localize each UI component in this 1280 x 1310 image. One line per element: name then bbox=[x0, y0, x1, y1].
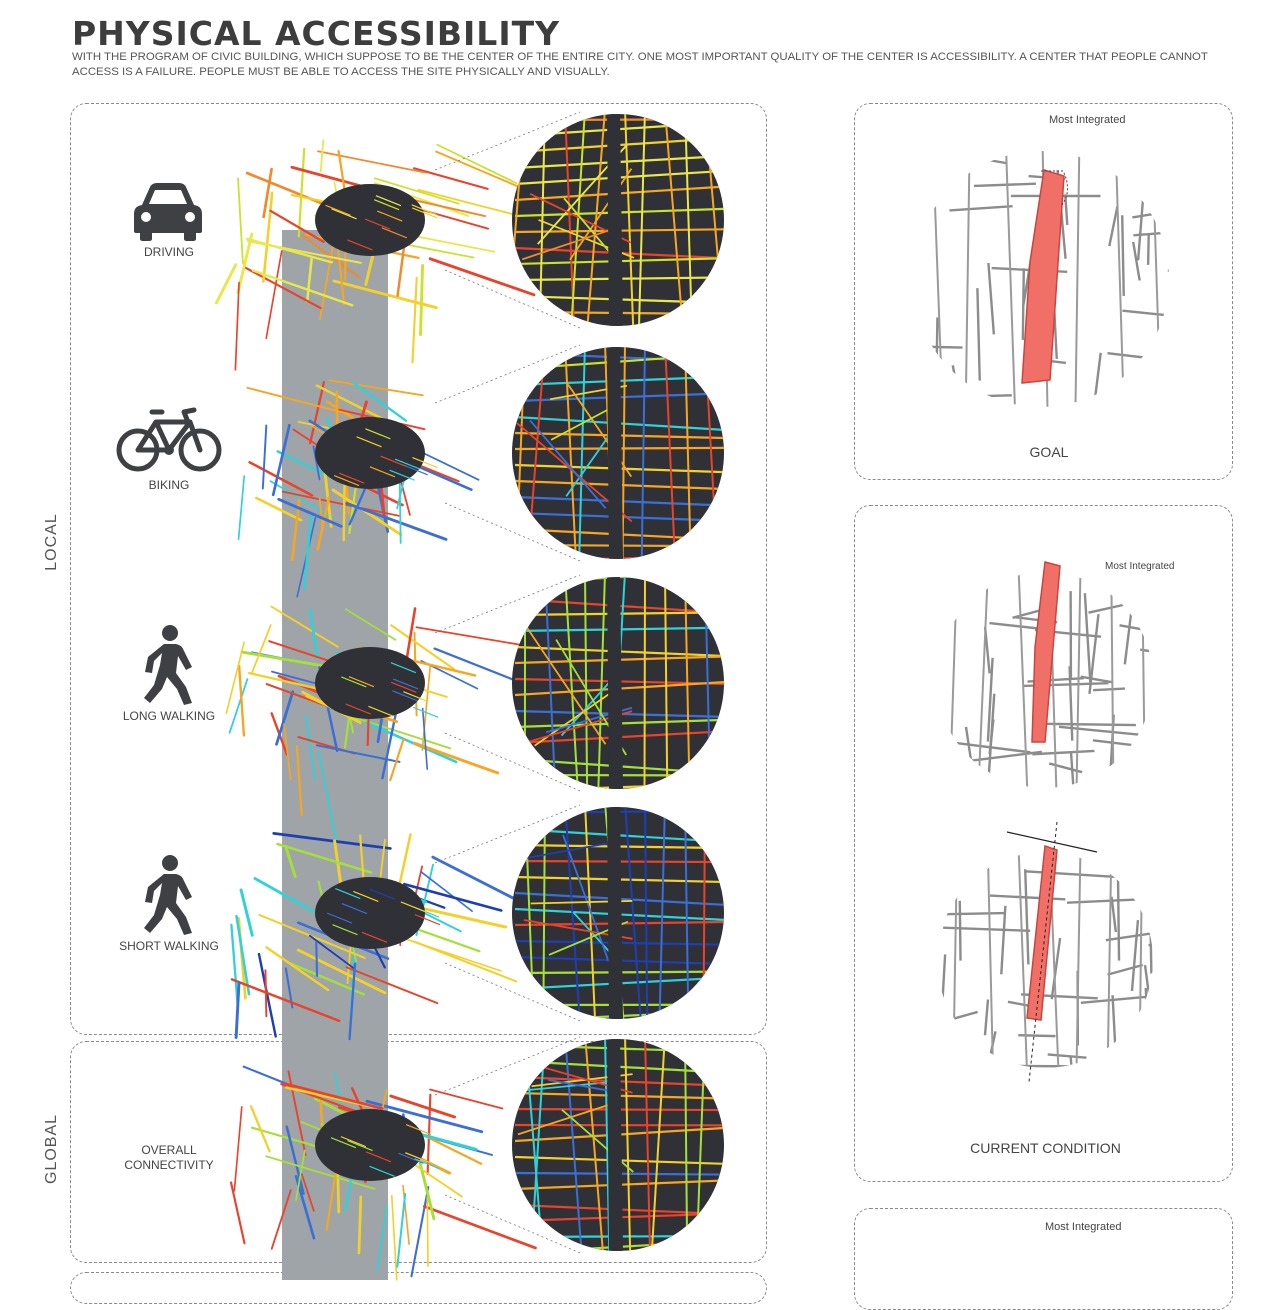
local-label: LOCAL bbox=[43, 512, 61, 572]
network-diagram-4 bbox=[195, 1025, 755, 1265]
local-panel-bottom-edge bbox=[70, 1272, 767, 1304]
car-icon bbox=[132, 183, 204, 241]
bottom-panel bbox=[854, 1208, 1233, 1310]
current-map-1 bbox=[917, 552, 1173, 808]
network-diagram-1 bbox=[195, 333, 755, 573]
network-diagram-3 bbox=[195, 793, 755, 1033]
most-integrated-label-goal: Most Integrated bbox=[1049, 114, 1125, 126]
network-diagram-2 bbox=[195, 563, 755, 803]
most-integrated-label-bottom: Most Integrated bbox=[1045, 1221, 1121, 1233]
page-title: PHYSICAL ACCESSIBILITY bbox=[72, 14, 560, 53]
current-condition-caption: CURRENT CONDITION bbox=[854, 1140, 1237, 1156]
network-diagram-0 bbox=[195, 100, 755, 340]
goal-caption: GOAL bbox=[854, 444, 1244, 460]
global-label: GLOBAL bbox=[43, 1114, 61, 1184]
goal-map bbox=[893, 131, 1189, 427]
page-subtitle: WITH THE PROGRAM OF CIVIC BUILDING, WHIC… bbox=[72, 50, 1252, 80]
pedestrian-icon bbox=[140, 625, 198, 705]
pedestrian-icon bbox=[140, 855, 198, 935]
current-map-2 bbox=[917, 832, 1173, 1088]
